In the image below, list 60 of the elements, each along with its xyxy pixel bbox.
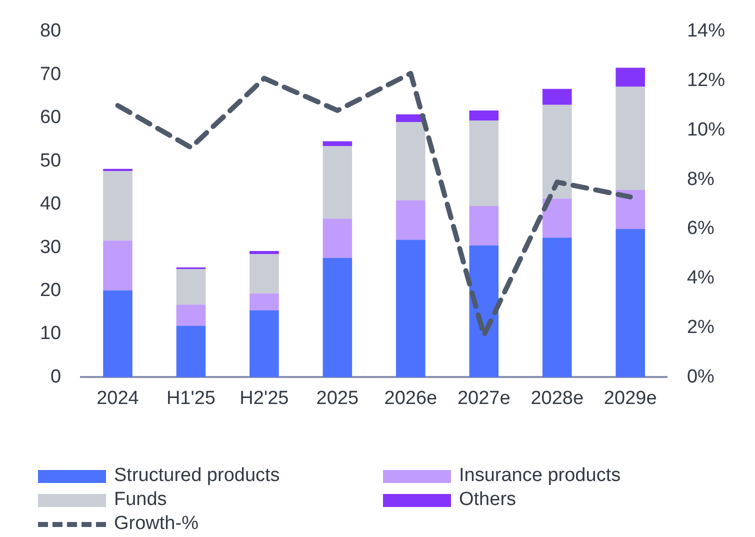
bar <box>469 110 499 120</box>
bar <box>616 68 646 87</box>
y2-tick-label: 8% <box>686 168 715 190</box>
bar <box>103 168 132 172</box>
bar <box>250 310 279 378</box>
bar <box>469 206 499 246</box>
x-tick-label: 2026e <box>384 388 438 409</box>
x-tick-label: 2025 <box>316 388 359 409</box>
bar <box>616 86 646 190</box>
y-tick-label: 40 <box>40 194 62 215</box>
y-tick-label: 30 <box>40 236 62 258</box>
y2-tick-label: 12% <box>686 70 726 92</box>
y-tick-label: 50 <box>40 150 62 172</box>
bar <box>469 120 499 206</box>
bar <box>250 293 279 310</box>
bar <box>103 290 132 378</box>
y-tick-label: 70 <box>40 64 62 85</box>
x-tick-label: 2029e <box>604 388 657 409</box>
bar <box>322 258 352 378</box>
bar <box>542 238 572 378</box>
bar <box>542 104 572 199</box>
x-tick-label: 2024 <box>96 388 140 409</box>
bar <box>396 200 426 240</box>
y2-tick-label: 6% <box>686 218 715 240</box>
bar <box>616 190 646 229</box>
y-tick-label: 0 <box>50 366 62 388</box>
legend-label: Funds <box>114 489 167 511</box>
x-tick-label: H2'25 <box>240 388 289 409</box>
x-tick-label: 2028e <box>530 388 584 409</box>
legend-label: Structured products <box>114 465 280 487</box>
bar <box>103 240 132 290</box>
bar <box>322 141 352 146</box>
y2-tick-label: 2% <box>686 317 715 338</box>
y2-tick-label: 14% <box>686 20 726 42</box>
bar <box>176 304 206 326</box>
bar <box>176 326 206 378</box>
bar <box>396 240 426 378</box>
bar <box>250 254 279 294</box>
y-tick-label: 10 <box>40 323 62 344</box>
y2-tick-label: 10% <box>686 119 726 140</box>
legend-label: Growth-% <box>114 513 198 535</box>
bar <box>322 146 352 219</box>
x-tick-label: H1'25 <box>166 388 216 409</box>
bar <box>542 88 572 105</box>
bar <box>322 218 352 258</box>
bar <box>176 269 206 305</box>
bar <box>103 171 132 241</box>
y2-tick-label: 0% <box>686 366 715 388</box>
bar <box>542 198 572 238</box>
y-tick-label: 80 <box>40 20 62 42</box>
bar <box>396 122 426 200</box>
legend-label: Insurance products <box>459 465 621 487</box>
y-tick-label: 20 <box>40 280 62 301</box>
bar <box>616 228 646 378</box>
x-tick-label: 2027e <box>457 388 510 409</box>
y2-tick-label: 4% <box>686 268 715 289</box>
legend-label: Others <box>459 489 516 511</box>
bar <box>469 245 499 378</box>
y-tick-label: 60 <box>40 107 62 128</box>
bar <box>250 250 279 254</box>
